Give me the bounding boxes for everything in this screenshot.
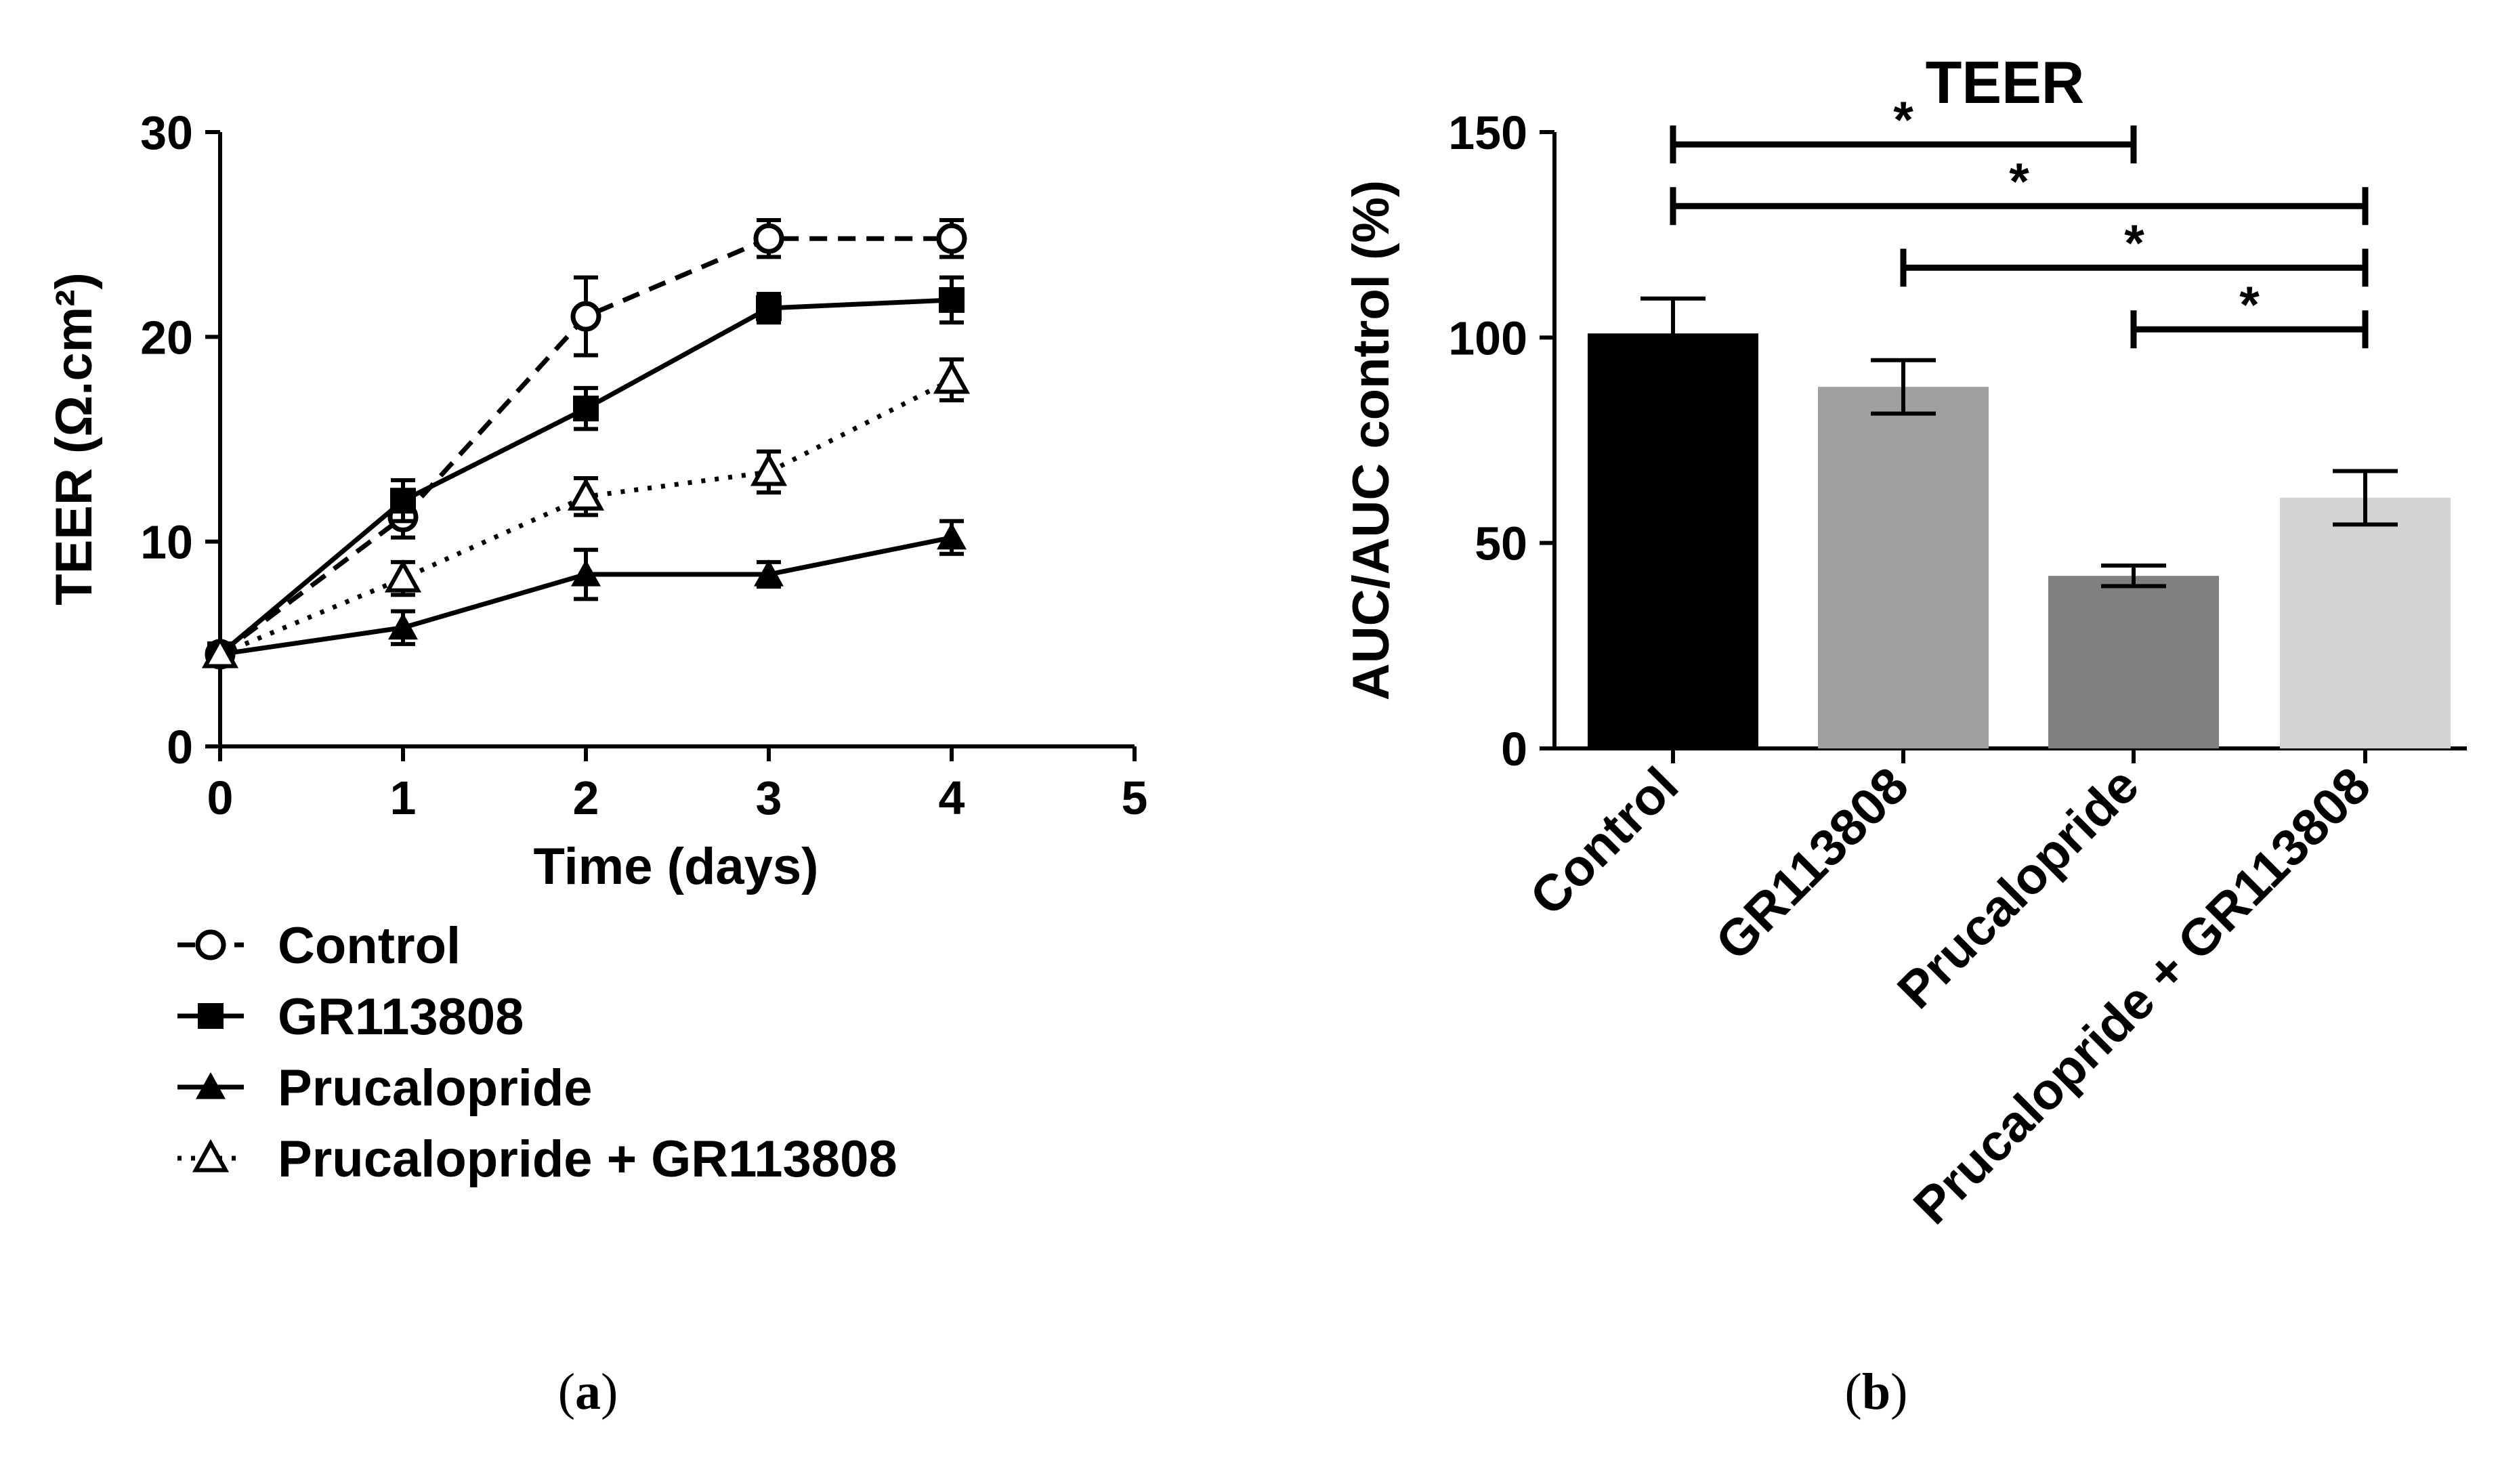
a-y-tick-label: 30 — [140, 106, 193, 159]
b-bar — [2280, 497, 2451, 748]
a-data-point — [933, 360, 971, 394]
a-panel-caption: (a) — [558, 1363, 618, 1420]
a-y-axis-label: TEER (Ω.cm²) — [45, 272, 103, 606]
a-legend-label: Prucalopride + GR113808 — [278, 1130, 897, 1188]
a-y-tick-label: 0 — [167, 721, 193, 773]
a-data-point — [390, 488, 416, 514]
a-data-point — [936, 223, 967, 254]
a-legend-marker — [196, 1072, 226, 1099]
b-category-label: Control — [1519, 757, 1689, 927]
a-legend-item: Prucalopride + GR113808 — [177, 1130, 897, 1188]
a-data-point — [571, 559, 601, 587]
a-legend-marker — [198, 1003, 224, 1029]
a-x-tick-label: 5 — [1122, 771, 1148, 824]
a-data-point — [939, 287, 965, 313]
panel-a-line-chart: 0 10 20 30 0 1 2 3 4 5 Time (days) TEER (Ω.cm²) C… — [45, 106, 1147, 1420]
a-data-point — [753, 223, 784, 254]
b-significance-bracket: * — [1670, 153, 2369, 226]
a-legend-label: GR113808 — [278, 988, 524, 1046]
a-legend-marker — [192, 1139, 230, 1172]
a-legend-label: Prucalopride — [278, 1059, 593, 1117]
a-legend-item: Prucalopride — [177, 1059, 593, 1117]
a-series-prucalopride — [205, 519, 967, 666]
a-data-point — [750, 452, 788, 486]
a-legend-item: Control — [177, 917, 461, 975]
a-data-point — [388, 612, 418, 640]
b-y-tick-label: 150 — [1448, 106, 1527, 159]
a-x-tick-label: 0 — [207, 771, 234, 824]
a-x-axis-label: Time (days) — [534, 838, 819, 895]
a-legend-label: Control — [278, 917, 461, 975]
a-data-point — [384, 559, 422, 593]
b-category-label: GR113808 — [1705, 757, 1920, 971]
a-data-point — [756, 295, 782, 322]
a-data-point — [937, 522, 967, 550]
a-data-point — [567, 477, 605, 511]
a-x-tick-label: 1 — [390, 771, 417, 824]
a-data-point — [573, 396, 599, 422]
b-category-label: Prucalopride — [1886, 757, 2150, 1020]
b-panel-caption: (b) — [1845, 1363, 1908, 1420]
b-significance-star: * — [1893, 91, 1913, 149]
b-y-axis-label: AUC/AUC control (%) — [1342, 180, 1400, 700]
a-x-tick-label: 3 — [756, 771, 782, 824]
a-data-point — [754, 559, 784, 587]
a-y-tick-label: 10 — [140, 516, 193, 569]
a-legend: Control GR113808 Prucalopride Prucalopride … — [177, 917, 897, 1188]
b-significance-star: * — [2009, 153, 2029, 211]
b-significance-star: * — [2124, 215, 2144, 272]
b-y-tick-label: 50 — [1475, 517, 1527, 570]
b-y-tick-label: 0 — [1501, 723, 1527, 776]
b-bar — [1818, 387, 1989, 748]
b-bar — [1588, 333, 1758, 748]
b-y-tick-label: 100 — [1448, 312, 1527, 364]
b-significance-star: * — [2239, 276, 2260, 334]
b-significance-bracket: * — [2130, 276, 2369, 349]
a-series-line — [219, 377, 953, 657]
a-x-tick-label: 2 — [573, 771, 599, 824]
a-x-tick-label: 4 — [939, 771, 965, 824]
b-significance-bracket: * — [1900, 215, 2369, 287]
b-category-label: Prucalopride + GR113808 — [1903, 757, 2381, 1235]
a-y-tick-label: 20 — [140, 311, 193, 364]
b-chart-title: TEER — [1926, 49, 2085, 116]
b-bar — [2048, 576, 2219, 748]
a-data-point — [570, 301, 601, 332]
a-legend-item: GR113808 — [177, 988, 524, 1046]
a-series-prucalopride-gr113808 — [201, 357, 971, 669]
a-legend-marker — [195, 929, 226, 960]
b-significance-bracket: * — [1670, 91, 2137, 164]
a-data-point — [201, 635, 239, 669]
